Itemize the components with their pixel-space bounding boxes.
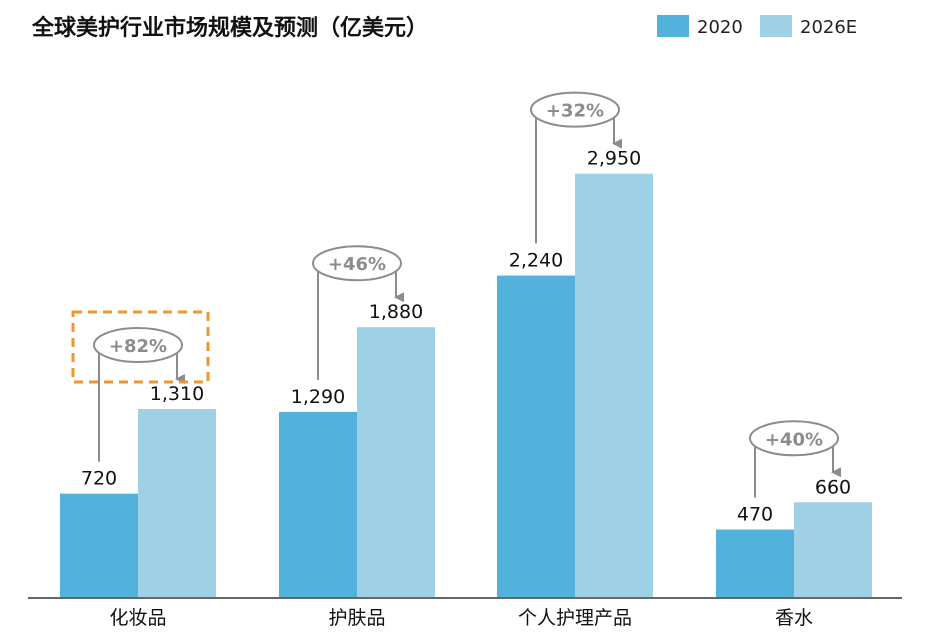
bar-2026e-3 xyxy=(794,502,872,597)
bar-2026e-0 xyxy=(138,409,216,597)
legend-swatch-2026e xyxy=(760,15,792,37)
growth-badge-1 xyxy=(312,245,402,282)
growth-badge-0 xyxy=(93,327,183,364)
value-label-2020-2: 2,240 xyxy=(509,250,563,272)
bar-2026e-2 xyxy=(575,173,653,598)
legend-label-2026e: 2026E xyxy=(800,17,857,38)
category-label-3: 香水 xyxy=(775,607,813,629)
chart-title: 全球美护行业市场规模及预测（亿美元） xyxy=(31,15,428,41)
value-label-2026e-0: 1,310 xyxy=(150,383,204,405)
plot-area: 720 1,310 化妆品 +82% 1,290 1,880 护肤品 +46% 2,240 2,9… xyxy=(60,91,872,629)
category-label-2: 个人护理产品 xyxy=(518,607,632,629)
category-label-0: 化妆品 xyxy=(109,607,166,629)
growth-label-3: +40% xyxy=(765,429,823,450)
highlight-box xyxy=(71,310,210,384)
value-label-2020-1: 1,290 xyxy=(291,386,345,408)
growth-badge-3 xyxy=(749,420,839,457)
growth-label-2: +32% xyxy=(546,101,604,122)
value-label-2026e-1: 1,880 xyxy=(369,301,423,323)
value-label-2026e-2: 2,950 xyxy=(587,148,641,170)
bar-2020-1 xyxy=(279,411,357,597)
bar-2020-0 xyxy=(60,493,138,597)
growth-label-1: +46% xyxy=(328,254,386,275)
category-label-1: 护肤品 xyxy=(328,607,385,629)
bar-2020-3 xyxy=(716,529,794,597)
value-label-2026e-3: 660 xyxy=(815,476,851,498)
legend: 2020 2026E xyxy=(657,15,857,38)
value-label-2020-0: 720 xyxy=(81,468,117,490)
value-label-2020-3: 470 xyxy=(737,504,773,526)
bar-2020-2 xyxy=(497,275,575,597)
bar-2026e-1 xyxy=(357,327,435,597)
legend-label-2020: 2020 xyxy=(697,17,743,38)
growth-label-0: +82% xyxy=(109,336,167,357)
growth-badge-2 xyxy=(530,91,620,128)
legend-swatch-2020 xyxy=(657,15,689,37)
